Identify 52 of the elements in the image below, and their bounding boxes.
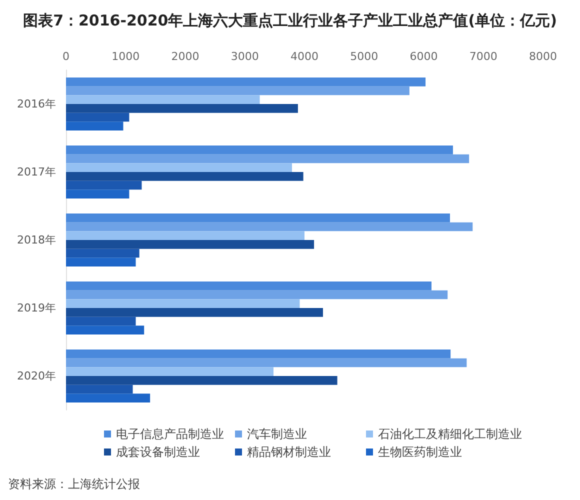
- bar: [66, 213, 450, 222]
- chart-title: 图表7：2016-2020年上海六大重点工业行业各子产业工业总产值(单位：亿元): [23, 12, 557, 30]
- bar: [66, 258, 136, 267]
- bar: [66, 384, 133, 394]
- y-tick-label: 2020年: [17, 370, 56, 382]
- x-tick-label: 0: [62, 50, 70, 63]
- legend-label: 生物医药制造业: [378, 445, 462, 459]
- bar: [66, 104, 298, 113]
- bar: [66, 145, 453, 154]
- bar: [66, 163, 292, 172]
- bar: [66, 290, 448, 300]
- y-tick-label: 2018年: [17, 234, 56, 246]
- bar: [66, 358, 467, 368]
- bar: [66, 95, 260, 104]
- bar: [66, 222, 473, 232]
- y-tick-label: 2019年: [17, 302, 56, 314]
- bar: [66, 308, 323, 317]
- legend-label: 精品钢材制造业: [247, 445, 331, 459]
- bar: [66, 154, 470, 164]
- legend-label: 石油化工及精细化工制造业: [378, 427, 522, 441]
- legend-label: 成套设备制造业: [116, 445, 200, 459]
- x-tick-label: 3000: [230, 50, 259, 63]
- bar: [66, 299, 300, 308]
- bar: [66, 122, 124, 131]
- x-tick-label: 7000: [469, 50, 498, 63]
- bar: [66, 281, 432, 290]
- legend-label: 电子信息产品制造业: [116, 427, 224, 441]
- bar: [66, 376, 338, 385]
- bar: [66, 349, 451, 358]
- bar: [66, 172, 304, 181]
- bar: [66, 112, 130, 122]
- x-tick-label: 5000: [350, 50, 378, 63]
- bar: [66, 326, 144, 335]
- y-tick-label: 2017年: [17, 166, 56, 178]
- y-tick-label: 2016年: [17, 98, 56, 110]
- bar: [66, 77, 426, 86]
- bar: [66, 231, 304, 240]
- x-tick-label: 2000: [171, 50, 200, 63]
- bar: [66, 248, 140, 258]
- bar: [66, 190, 130, 199]
- text: 资料来源：上海统计公报: [8, 477, 140, 491]
- bar: [66, 180, 142, 190]
- bar: [66, 367, 274, 376]
- bar: [66, 316, 136, 326]
- bar: [66, 394, 150, 403]
- legend-label: 汽车制造业: [247, 427, 307, 441]
- bar: [66, 86, 410, 96]
- x-tick-label: 6000: [410, 50, 438, 63]
- x-tick-label: 1000: [112, 50, 140, 63]
- x-tick-label: 4000: [290, 50, 318, 63]
- x-tick-label: 8000: [529, 50, 557, 63]
- bar: [66, 240, 314, 249]
